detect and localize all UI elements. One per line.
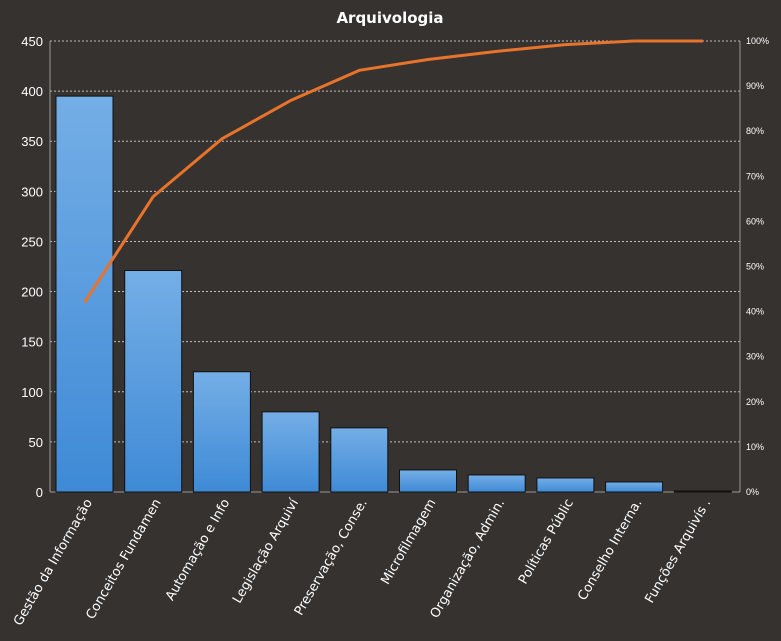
bar [55, 95, 114, 493]
bar [330, 427, 389, 493]
cumulative-line [83, 39, 703, 304]
y-tick-label: 450 [21, 34, 43, 49]
y2-tick-label: 60% [746, 216, 764, 226]
bars [55, 95, 732, 493]
gridlines [49, 40, 741, 493]
y-tick-label: 350 [21, 134, 43, 149]
y2-tick-label: 100% [746, 36, 769, 46]
y-tick-label: 250 [21, 234, 43, 249]
category-label: Políticas Públic [516, 497, 577, 587]
category-label: Conselho Interna. [575, 497, 645, 604]
left-axis: 0 50 100 150 200 250 300 350 400 450 [21, 34, 43, 500]
cumulative-line-layer [83, 39, 703, 304]
category-label: Organização, Admin. [428, 497, 509, 622]
y2-tick-label: 0% [746, 487, 759, 497]
chart-title: Arquivologia [336, 9, 443, 27]
y2-tick-label: 30% [746, 352, 764, 362]
category-label: Preservação, Conse. [292, 497, 371, 619]
y-tick-label: 100 [21, 385, 43, 400]
y-tick-label: 150 [21, 335, 43, 350]
y-tick-label: 200 [21, 285, 43, 300]
bar [399, 469, 457, 493]
bar [536, 477, 595, 493]
category-label: Legislação Arquiví [230, 496, 302, 606]
bar [467, 474, 526, 493]
y2-tick-label: 70% [746, 171, 764, 181]
y2-tick-label: 20% [746, 397, 764, 407]
y-tick-label: 50 [29, 435, 43, 450]
y2-tick-label: 40% [746, 307, 764, 317]
y-tick-label: 400 [21, 84, 43, 99]
y2-tick-label: 10% [746, 442, 764, 452]
category-label: Gestão da Informação [11, 496, 96, 628]
category-label: Conceitos Fundamen [83, 497, 164, 623]
y2-tick-label: 80% [746, 126, 764, 136]
y-tick-label: 300 [21, 184, 43, 199]
y2-tick-label: 90% [746, 81, 764, 91]
bar [124, 270, 183, 493]
bar [192, 371, 251, 493]
bar [673, 490, 732, 493]
y2-tick-label: 50% [746, 262, 764, 272]
bar [261, 411, 320, 493]
right-axis: 0% 10% 20% 30% 40% 50% 60% 70% 80% 90% 100% [746, 36, 769, 497]
y-tick-label: 0 [36, 485, 43, 500]
category-label: Automação e Info [163, 496, 233, 603]
category-label: Funções Arquivís . [642, 497, 714, 606]
bar [605, 481, 664, 493]
category-label: Microfilmagem [378, 497, 439, 588]
